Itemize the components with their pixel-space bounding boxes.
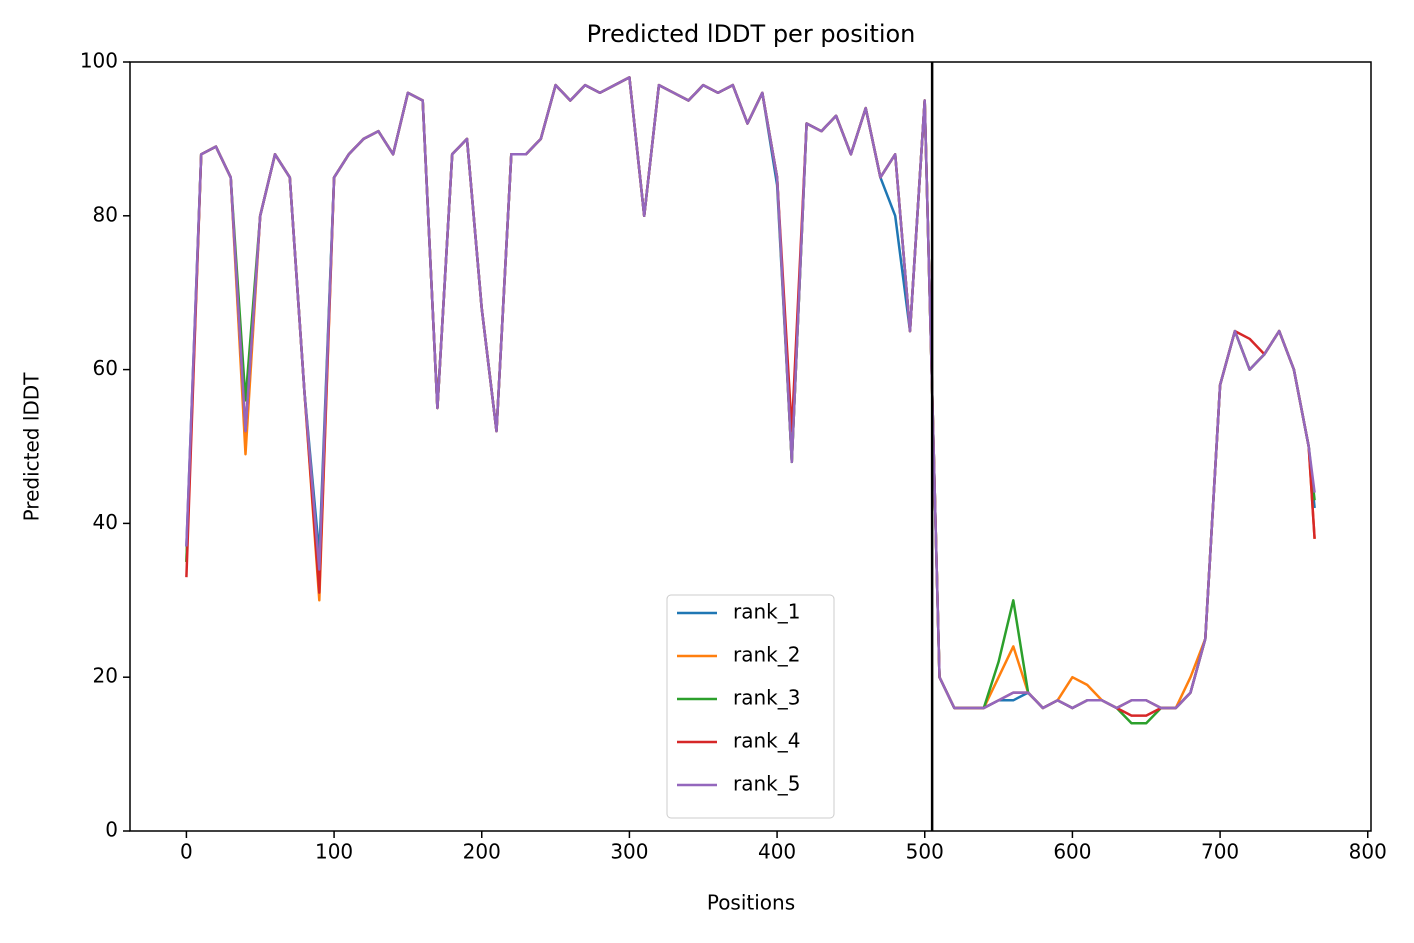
x-axis-label: Positions	[707, 891, 795, 915]
chart-title: Predicted lDDT per position	[587, 20, 916, 48]
x-tick-label: 0	[180, 840, 193, 864]
x-tick-label: 600	[1053, 840, 1091, 864]
x-tick-label: 400	[758, 840, 796, 864]
legend: rank_1 rank_2 rank_3 rank_4 rank_5	[666, 594, 835, 819]
y-tick-label: 60	[93, 356, 118, 380]
plot-frame	[129, 61, 1372, 832]
legend-label: rank_1	[733, 600, 800, 624]
x-tick-label: 200	[463, 840, 501, 864]
legend-box	[666, 594, 835, 819]
series-line	[185, 76, 1316, 710]
y-tick-label: 0	[105, 818, 118, 842]
x-tick-label: 300	[610, 840, 648, 864]
y-tick-label: 100	[80, 49, 118, 73]
y-tick-label: 40	[93, 510, 118, 534]
x-tick-label: 100	[315, 840, 353, 864]
legend-label: rank_2	[733, 643, 800, 667]
legend-label: rank_4	[733, 729, 800, 753]
legend-label: rank_3	[733, 686, 800, 710]
legend-label: rank_5	[733, 772, 800, 796]
y-tick-label: 20	[93, 664, 118, 688]
y-axis-label: Predicted lDDT	[20, 372, 44, 522]
x-tick-label: 700	[1201, 840, 1239, 864]
y-tick-label: 80	[93, 202, 118, 226]
x-tick-label: 800	[1349, 840, 1387, 864]
x-tick-label: 500	[906, 840, 944, 864]
